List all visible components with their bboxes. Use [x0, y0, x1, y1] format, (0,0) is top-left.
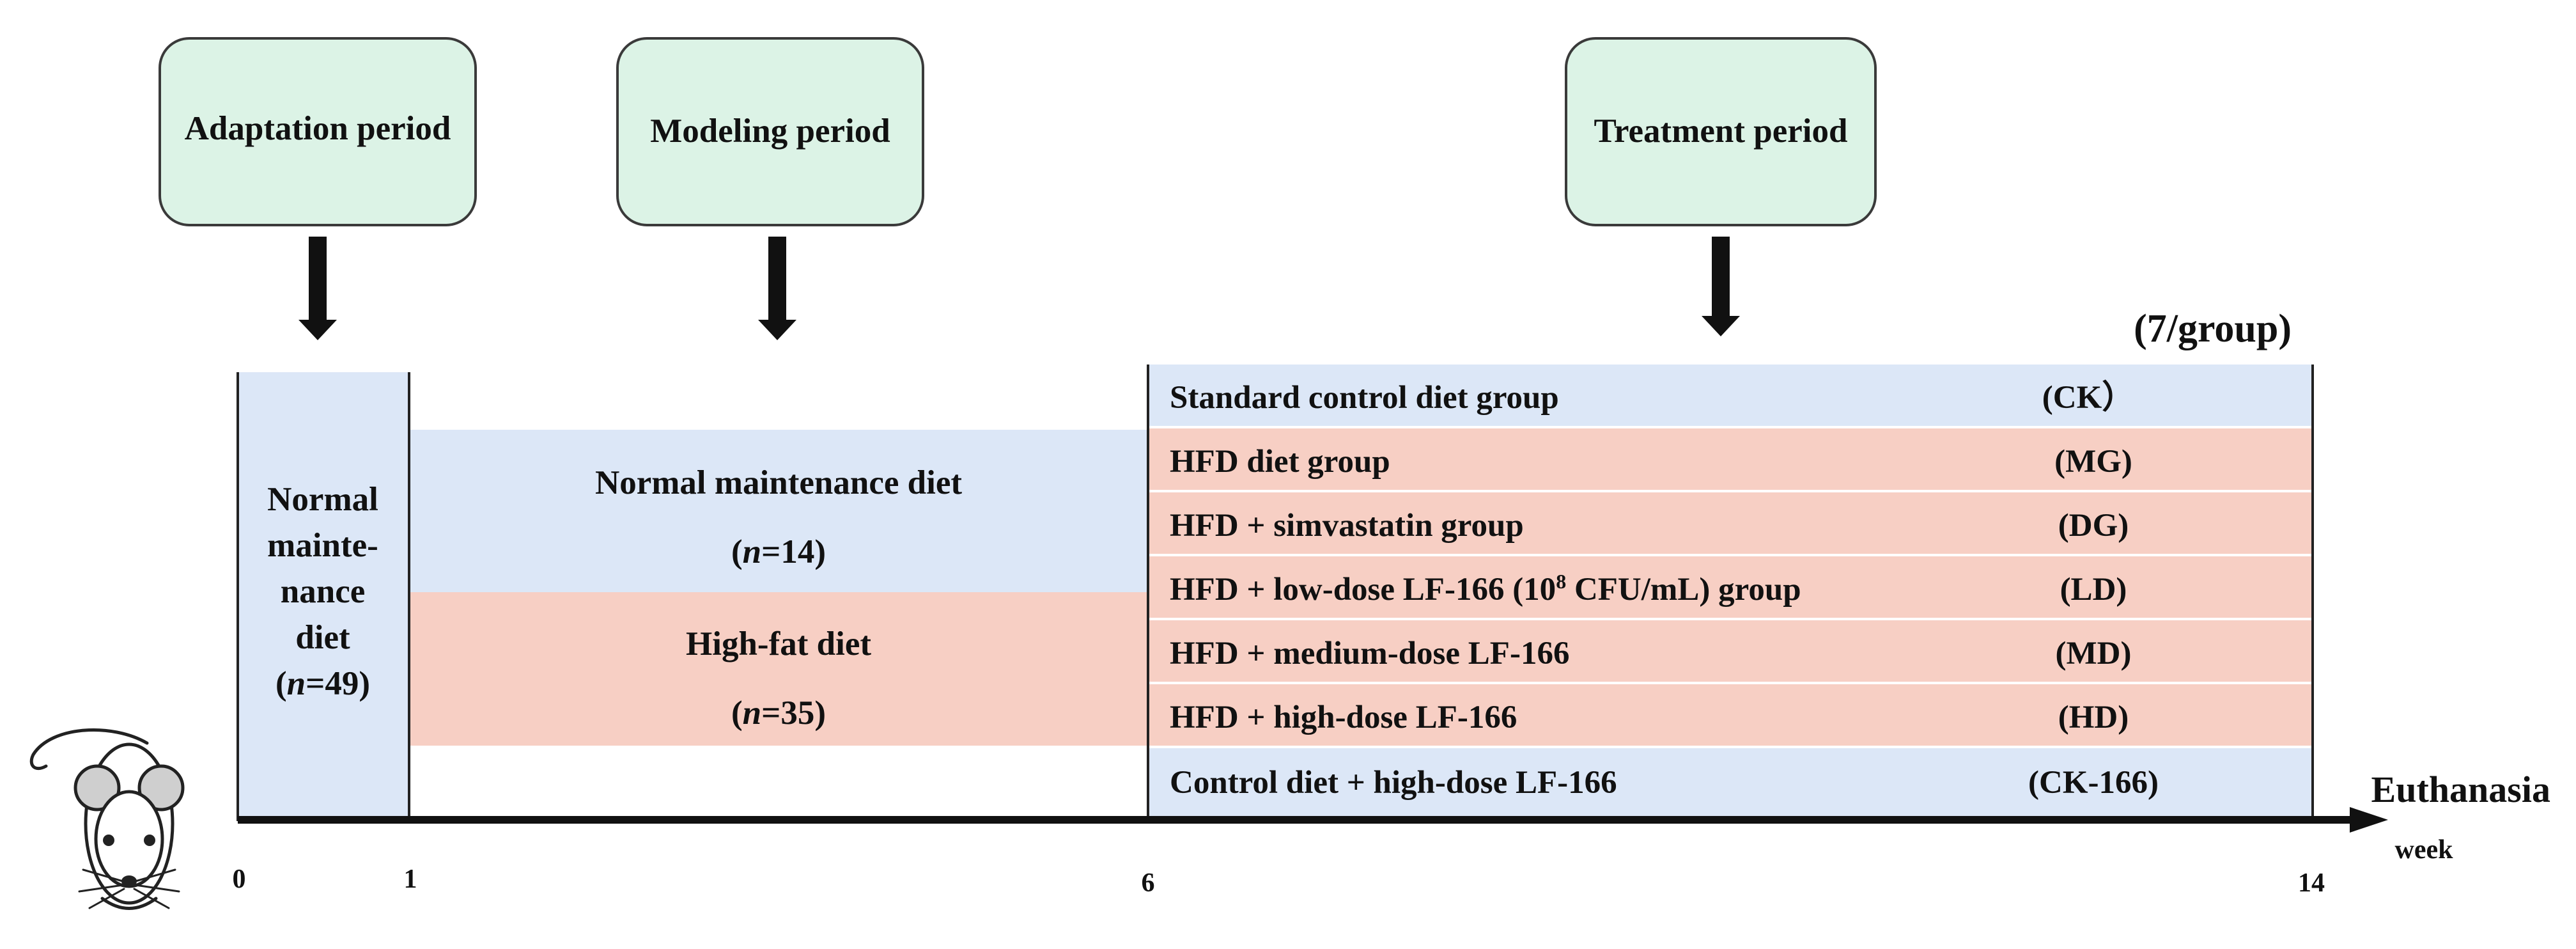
group-row-ck: [1148, 365, 2313, 426]
group-label-md: HFD + medium-dose LF-166: [1170, 636, 1569, 671]
adaptation-diet-line-3: nance: [281, 573, 366, 610]
adaptation-period-box-shape: [159, 37, 477, 226]
adaptation-period-label: Adaptation period: [185, 110, 451, 147]
modeling-down-arrow-icon: [758, 237, 796, 340]
timeline-unit-label: week: [2395, 835, 2454, 865]
modeling-normal-diet-label: Normal maintenance diet: [595, 464, 962, 501]
mouse-icon: [29, 728, 185, 910]
treatment-down-arrow-icon: [1702, 237, 1740, 336]
group-row-ck166: [1148, 748, 2313, 816]
modeling-period-box-shape: [616, 37, 924, 226]
group-row-md: [1148, 620, 2313, 682]
group-label-ck: Standard control diet group: [1170, 380, 1559, 416]
modeling-high-fat-block: [409, 592, 1148, 746]
group-label-mg: HFD diet group: [1170, 444, 1390, 480]
treatment-period-label: Treatment period: [1594, 113, 1848, 150]
tick-label-week-1: 1: [404, 865, 417, 894]
modeling-normal-diet-count: (n=14): [731, 533, 826, 570]
group-code-ck166: (CK-166): [2028, 765, 2159, 801]
group-label-hd: HFD + high-dose LF-166: [1170, 700, 1517, 735]
group-row-mg: [1148, 428, 2313, 490]
adaptation-period-box: Adaptation period: [159, 37, 477, 226]
adaptation-diet-count: (n=49): [275, 665, 370, 702]
timeline-arrowhead-icon: [2350, 807, 2388, 833]
group-code-dg: (DG): [2058, 508, 2129, 544]
group-size-label: (7/group): [2134, 307, 2292, 350]
adaptation-diet-line-4: diet: [295, 619, 350, 656]
adaptation-down-arrow-icon: [299, 237, 337, 340]
group-label-ld: HFD + low-dose LF-166 (108 CFU/mL) group: [1170, 570, 1801, 608]
group-code-md: (MD): [2056, 636, 2132, 671]
adaptation-diet-line-1: Normal: [267, 481, 378, 518]
group-code-ld: (LD): [2060, 572, 2127, 608]
modeling-period-label: Modeling period: [650, 113, 890, 150]
modeling-period-box: Modeling period: [616, 37, 924, 226]
group-row-ld: [1148, 556, 2313, 618]
group-code-hd: (HD): [2058, 700, 2129, 735]
tick-label-week-0: 0: [233, 865, 246, 894]
modeling-high-fat-count: (n=35): [731, 694, 826, 732]
treatment-period-box-shape: [1565, 37, 1877, 226]
tick-label-week-14: 14: [2298, 868, 2325, 898]
treatment-period-box: Treatment period: [1565, 37, 1877, 226]
adaptation-diet-line-2: mainte-: [267, 527, 378, 564]
group-code-ck: (CK）: [2042, 379, 2134, 416]
adaptation-diet-block: [237, 372, 409, 819]
group-label-ck166: Control diet + high-dose LF-166: [1170, 765, 1617, 801]
group-code-mg: (MG): [2054, 444, 2132, 480]
modeling-normal-diet-block: [409, 430, 1148, 592]
group-row-dg: [1148, 492, 2313, 554]
modeling-high-fat-label: High-fat diet: [686, 625, 871, 663]
group-label-dg: HFD + simvastatin group: [1170, 508, 1524, 544]
euthanasia-label: Euthanasia: [2371, 769, 2550, 810]
group-row-hd: [1148, 684, 2313, 746]
tick-label-week-6: 6: [1142, 868, 1155, 898]
